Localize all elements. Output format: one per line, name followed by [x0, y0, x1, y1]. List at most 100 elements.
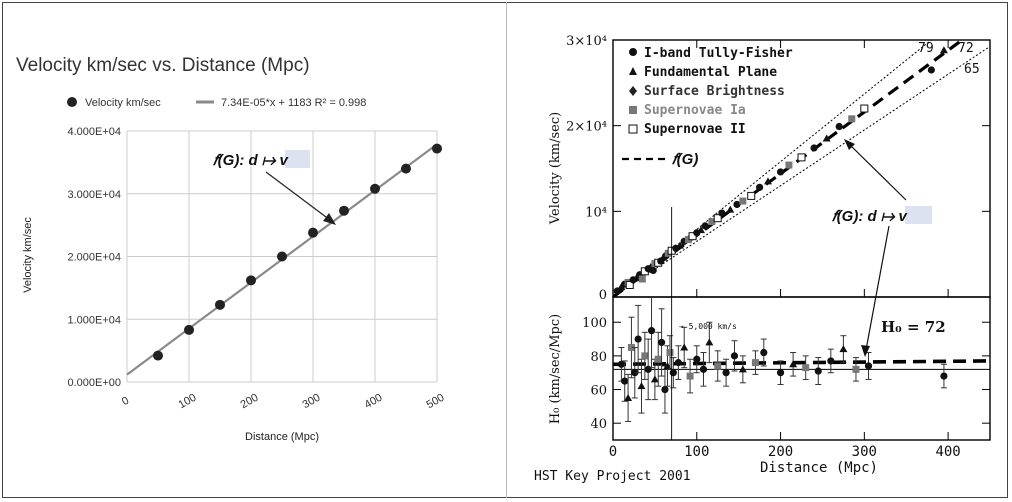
tully-fisher-point [810, 144, 818, 152]
tully-fisher-point [756, 183, 764, 191]
h0-point [661, 385, 669, 394]
h0-point [666, 349, 674, 357]
x-tick-label: 200 [768, 444, 793, 460]
right-top-y-axis-label: Velocity (km/sec) [548, 112, 563, 225]
supernovae-ii-point [747, 191, 756, 200]
legend-label-supernovae-ii: Supernovae II [644, 122, 746, 137]
y-tick-label: 1.000E+04 [67, 314, 121, 326]
h0-point [693, 355, 701, 363]
legend-marker-velocity [67, 97, 77, 107]
right-chart: 0 10⁴ 2×10⁴ 3×10⁴ 40 60 80 100 0 100 200 300 400 7… [534, 34, 991, 484]
fundamental-plane-point [726, 205, 735, 213]
right-x-axis-label: Distance (Mpc) [760, 460, 878, 476]
bottom-y-tick-label: 80 [590, 350, 607, 365]
tully-fisher-point [835, 122, 843, 131]
right-x-ticks: 0 100 200 300 400 [609, 40, 961, 460]
right-annotation-highlight [905, 206, 932, 224]
panel-divider [506, 2, 507, 498]
right-annotation-arrowhead-up [844, 139, 855, 150]
top-y-tick-label: 0 [599, 288, 607, 303]
bottom-panel-frame [612, 296, 991, 441]
h0-point [634, 335, 642, 343]
left-x-ticks: 0 100 200 300 400 500 [120, 392, 447, 412]
data-point [308, 227, 318, 238]
h0-point [680, 343, 689, 351]
y-tick-label: 3.000E+04 [67, 189, 121, 201]
right-caption: HST Key Project 2001 [534, 469, 691, 484]
h0-point [776, 369, 785, 377]
h0-point [699, 365, 708, 373]
h0-point [686, 372, 694, 380]
bottom-y-tick-label: 100 [582, 316, 607, 331]
left-x-axis-label: Distance (Mpc) [245, 431, 319, 443]
x-tick-label: 100 [684, 444, 709, 460]
y-tick-label: 2.000E+04 [67, 252, 121, 264]
data-point [277, 251, 287, 262]
h0-point [621, 377, 629, 385]
right-bottom-y-axis-label: H₀ (km/sec/Mpc) [548, 314, 563, 424]
data-point [339, 205, 349, 216]
velocity-cut-label: → 5,000 km/s [679, 322, 737, 331]
h0-points [613, 297, 990, 422]
x-tick-label: 200 [239, 392, 261, 412]
right-annotation-arrow-up [847, 142, 907, 201]
h0-point [624, 393, 633, 401]
fundamental-plane-point [676, 241, 685, 249]
data-point [370, 183, 380, 194]
top-y-ticks: 0 10⁴ 2×10⁴ 3×10⁴ [566, 34, 990, 303]
supernovae-ia-point [708, 218, 716, 226]
tully-fisher-point [776, 168, 785, 176]
fundamental-plane-point [632, 274, 641, 282]
legend-marker-supernovae-ii [628, 124, 638, 134]
h0-point [631, 369, 639, 377]
h0-point [647, 327, 656, 335]
supernovae-ia-point [785, 161, 793, 169]
h0-point [722, 369, 730, 377]
tully-fisher-point [733, 200, 741, 209]
h0-point [730, 352, 739, 360]
annotation-arrowhead [323, 213, 336, 225]
fundamental-plane-point [617, 282, 626, 290]
legend-marker-surface-brightness [629, 86, 637, 96]
legend-marker-tully-fisher [629, 48, 637, 56]
legend-label-surface-brightness: Surface Brightness [644, 84, 785, 99]
annotation-highlight [285, 150, 310, 168]
supernovae-ia-point [848, 115, 856, 123]
x-tick-label: 300 [301, 392, 323, 412]
h0-point [814, 367, 822, 375]
x-tick-label: 400 [935, 444, 960, 460]
left-annotation: 𝑓(G): d ↦ v [212, 152, 289, 169]
fundamental-plane-point [939, 46, 948, 54]
h0-point [864, 362, 873, 370]
h0-point [663, 361, 672, 369]
h0-value-label: H₀ = 72 [881, 318, 946, 336]
supernovae-ii-point [625, 281, 634, 290]
supernovae-ia-point [684, 236, 692, 244]
h0-point [839, 345, 848, 353]
tully-fisher-point [718, 209, 726, 217]
bottom-y-ticks: 40 60 80 100 [582, 316, 990, 432]
data-point [184, 324, 194, 335]
h0-point [751, 359, 759, 367]
data-point [215, 299, 225, 310]
h0-point [654, 355, 662, 363]
legend-label-trendline: 7.34E-05*x + 1183 R² = 0.998 [221, 97, 366, 109]
data-point [401, 163, 411, 174]
x-tick-label: 300 [852, 444, 877, 460]
bottom-y-tick-label: 60 [590, 384, 607, 399]
left-grid [126, 130, 438, 383]
h0-point [641, 352, 649, 360]
right-annotation-arrowhead-down [861, 345, 870, 357]
h0-point [650, 375, 659, 383]
top-y-tick-label: 3×10⁴ [566, 34, 607, 49]
data-point [432, 143, 442, 154]
y-tick-label: 0.000E+00 [67, 377, 121, 389]
fg-legend-label: 𝑓(G) [671, 151, 698, 168]
h0-point [738, 365, 747, 373]
h0-point [789, 360, 798, 368]
supernovae-ii-point [797, 153, 806, 162]
supernovae-ia-point [739, 197, 747, 205]
legend-label-supernovae-ia: Supernovae Ia [644, 103, 746, 118]
legend-label-fundamental-plane: Fundamental Plane [644, 65, 777, 80]
fit-line-label: 65 [964, 62, 980, 77]
